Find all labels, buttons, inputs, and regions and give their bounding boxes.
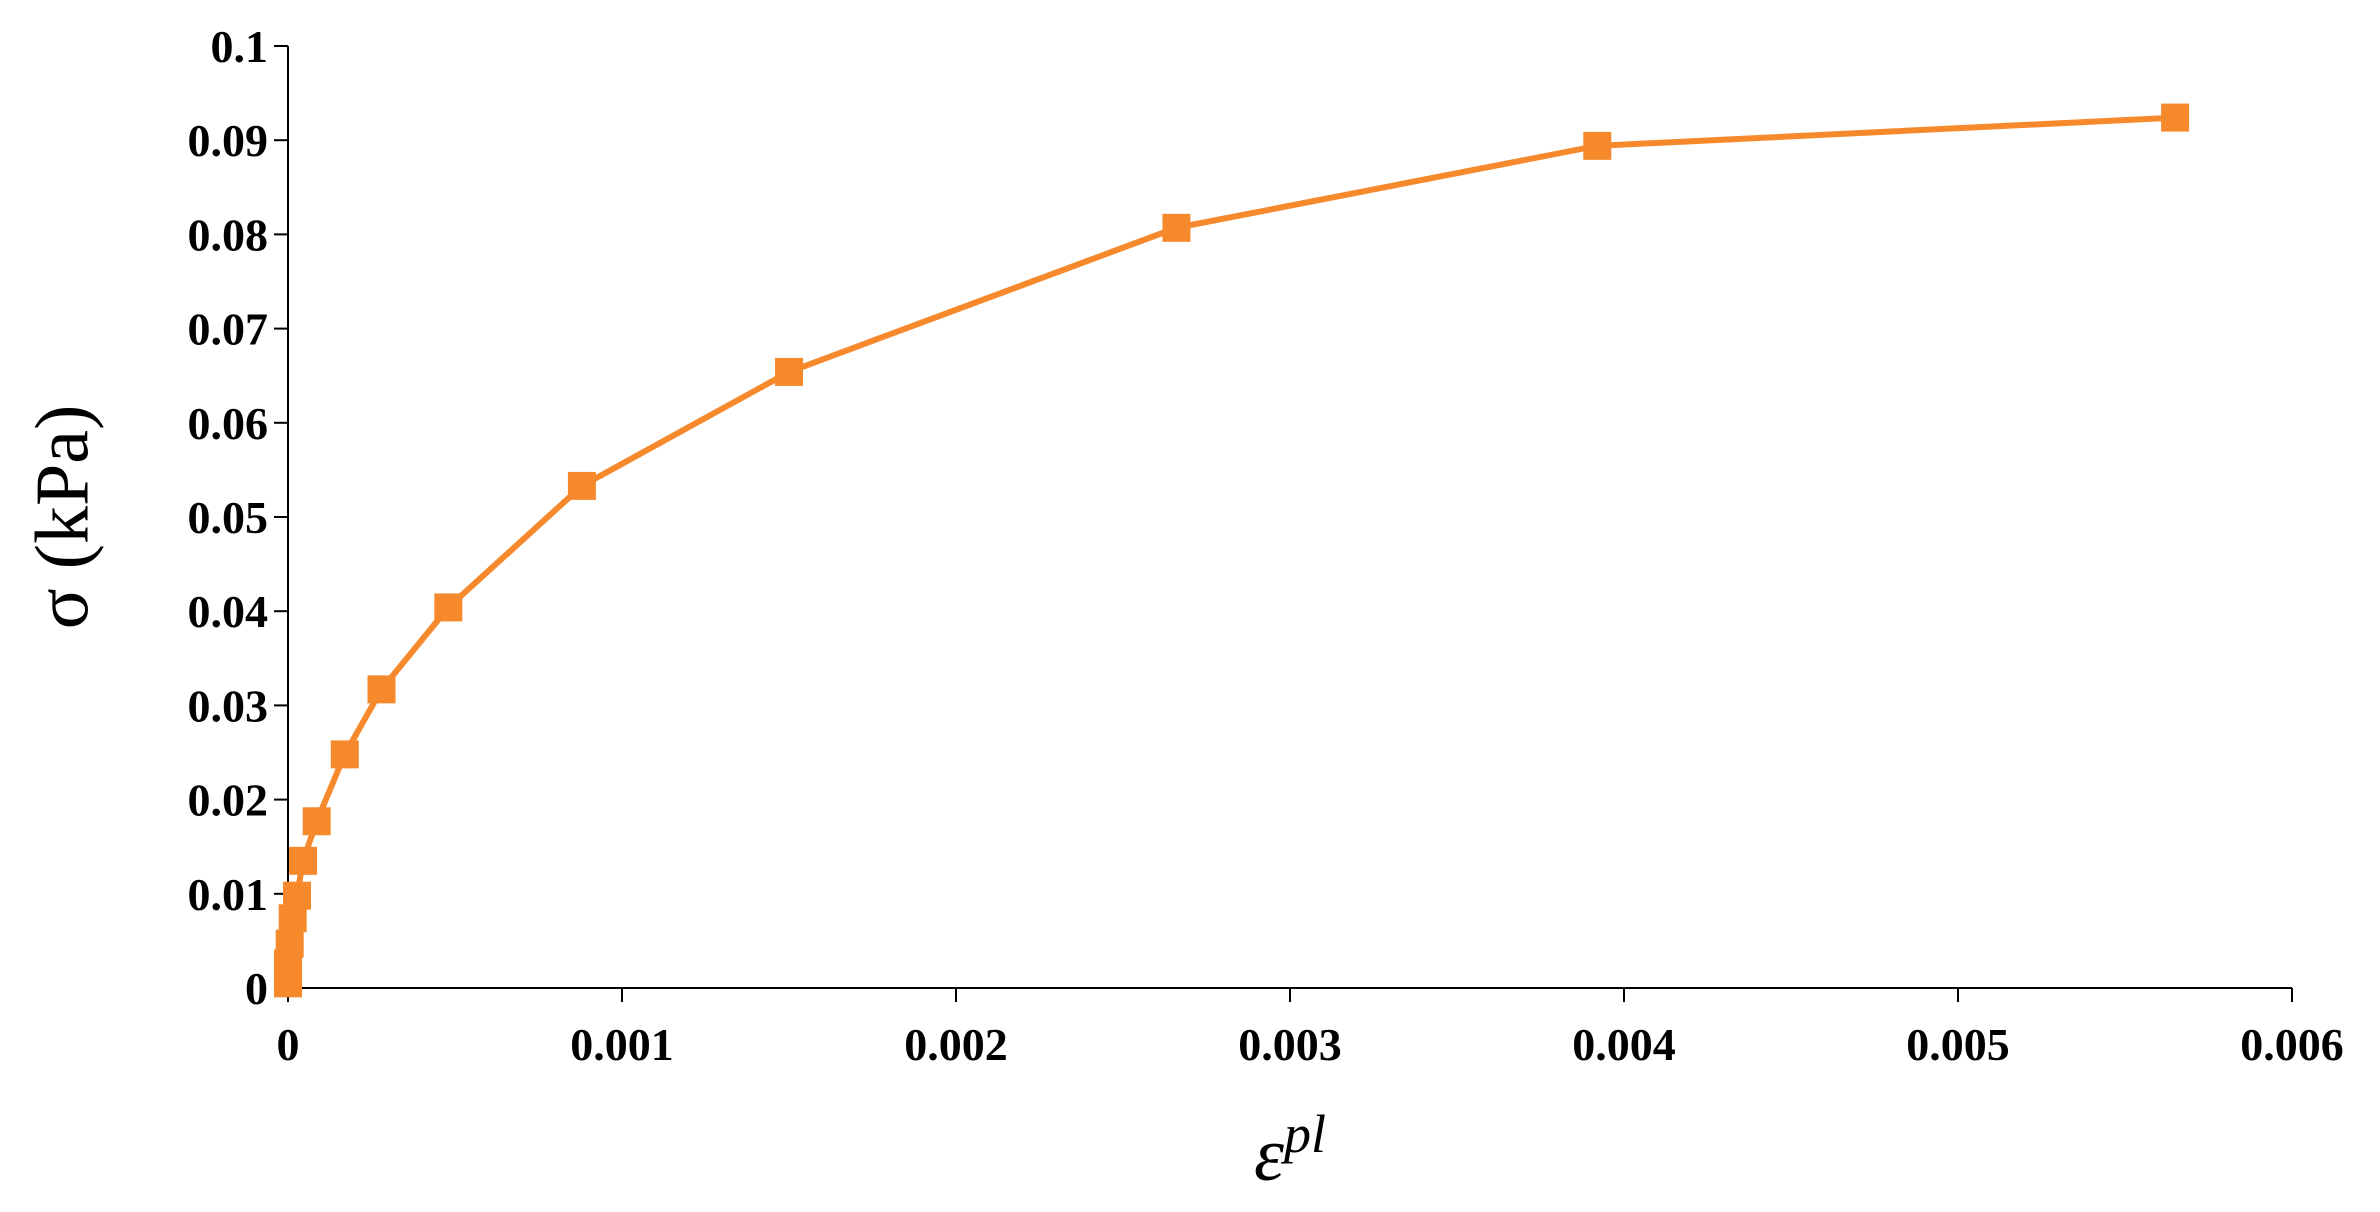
line — [285, 114, 2176, 984]
marker — [289, 846, 318, 875]
marker — [775, 357, 803, 386]
x-tick-label: 0.002 — [904, 1019, 1008, 1070]
x-axis-title: εpl — [1254, 1104, 1326, 1197]
x-tick-label: 0 — [277, 1019, 300, 1070]
marker — [330, 740, 359, 769]
x-tick-label: 0.003 — [1238, 1019, 1342, 1070]
y-tick-label: 0.02 — [188, 775, 269, 826]
marker — [1162, 213, 1191, 242]
x-tick-label: 0.006 — [2240, 1019, 2344, 1070]
x-axis-title-base: ε — [1254, 1113, 1284, 1197]
y-tick-label: 0.08 — [188, 209, 269, 260]
x-axis-title-sup: pl — [1280, 1104, 1326, 1164]
y-tick-label: 0.01 — [188, 869, 269, 920]
x-tick-label: 0.004 — [1572, 1019, 1676, 1070]
y-tick-label: 0.1 — [211, 21, 269, 72]
y-tick-label: 0 — [245, 963, 268, 1014]
y-axis-title: σ (kPa) — [20, 405, 104, 630]
marker — [275, 929, 304, 958]
y-tick-label: 0.07 — [188, 304, 269, 355]
marker — [567, 471, 596, 500]
marker — [434, 593, 463, 622]
y-tick-label: 0.09 — [188, 115, 269, 166]
y-tick-label: 0.04 — [188, 586, 269, 637]
x-tick-label: 0.001 — [570, 1019, 674, 1070]
y-tick-label: 0.06 — [188, 398, 269, 449]
x-tick-label: 0.005 — [1906, 1019, 2010, 1070]
marker — [367, 675, 396, 704]
marker — [2161, 103, 2190, 132]
marker — [302, 807, 331, 836]
y-tick-label: 0.03 — [188, 680, 269, 731]
y-tick-label: 0.05 — [188, 492, 269, 543]
marker — [1583, 131, 1612, 160]
marker — [283, 881, 312, 910]
